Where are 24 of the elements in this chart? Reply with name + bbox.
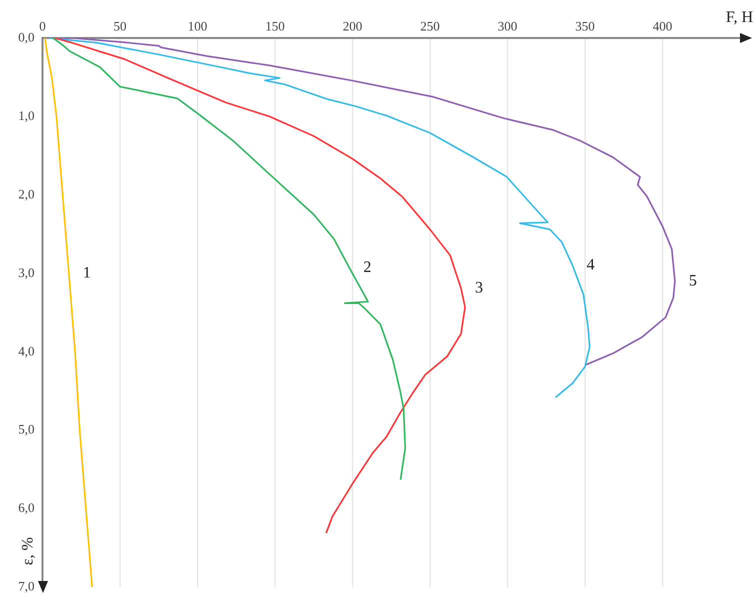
series-label: 2 — [363, 259, 372, 276]
y-tick-label: 4,0 — [18, 343, 34, 358]
y-tick-label: 3,0 — [18, 264, 34, 280]
x-axis-title: F, H — [726, 9, 754, 26]
x-tick-label: 250 — [420, 18, 440, 34]
y-tick-label: 7,0 — [18, 578, 34, 594]
x-tick-label: 300 — [498, 18, 518, 34]
y-axis-title: ε, % — [20, 537, 37, 566]
y-tick-label: 1,0 — [18, 108, 34, 123]
x-tick-label: 100 — [188, 18, 208, 34]
y-tick-label: 6,0 — [18, 500, 34, 516]
x-tick-label: 150 — [265, 18, 285, 34]
series-label: 1 — [82, 264, 91, 282]
series-label: 3 — [475, 279, 483, 296]
y-tick-label: 0,0 — [18, 29, 34, 44]
x-tick-label: 400 — [652, 18, 672, 34]
series-label: 5 — [688, 272, 697, 290]
series-label: 4 — [586, 256, 595, 274]
x-tick-label: 350 — [575, 18, 595, 34]
x-tick-label: 0 — [39, 18, 46, 34]
x-tick-label: 50 — [114, 18, 126, 34]
x-tick-label: 200 — [342, 18, 362, 34]
y-tick-label: 5,0 — [18, 422, 34, 437]
y-tick-label: 2,0 — [18, 186, 34, 202]
